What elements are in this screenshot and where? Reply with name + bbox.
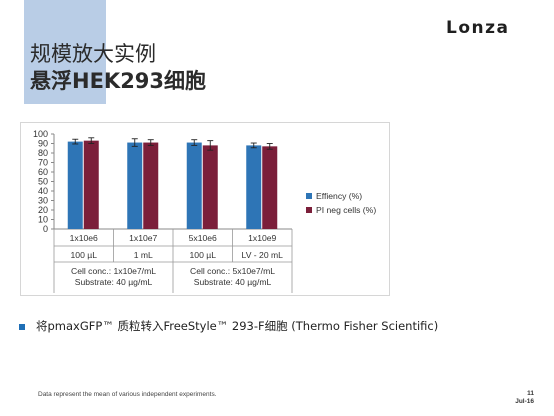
x-volume-label: 1 mL [134, 250, 153, 260]
x-category-label: 1x10e7 [129, 233, 157, 243]
x-category-label: 5x10e6 [189, 233, 217, 243]
slide-date: Jul-16 [515, 398, 534, 405]
x-volume-label: LV - 20 mL [242, 250, 284, 260]
y-tick-label: 100 [33, 129, 48, 139]
bar-effiency-3 [246, 145, 262, 229]
lonza-logo: Lonza [446, 18, 510, 38]
bar-pi-neg-2 [202, 145, 218, 229]
bullet-square-icon [19, 324, 25, 330]
legend-label-1: PI neg cells (%) [316, 205, 376, 215]
y-tick-label: 90 [38, 139, 48, 149]
x-category-label: 1x10e6 [70, 233, 98, 243]
page-number: 11 [527, 390, 534, 397]
bar-effiency-0 [67, 141, 83, 229]
bar-effiency-1 [127, 142, 143, 229]
footnote: Data represent the mean of various indep… [38, 391, 217, 398]
slide-title-line1: 规模放大实例 [30, 42, 156, 66]
x-volume-label: 100 µL [190, 250, 217, 260]
bar-pi-neg-3 [262, 146, 278, 229]
y-tick-label: 60 [38, 167, 48, 177]
x-substrate-label-0: Substrate: 40 µg/mL [75, 277, 153, 287]
y-tick-label: 40 [38, 186, 48, 196]
y-tick-label: 70 [38, 158, 48, 168]
bullet-text: 将pmaxGFP™ 质粒转入FreeStyle™ 293-F细胞 (Thermo… [36, 319, 439, 333]
x-substrate-label-1: Substrate: 40 µg/mL [194, 277, 272, 287]
y-tick-label: 80 [38, 148, 48, 158]
y-tick-label: 30 [38, 196, 48, 206]
legend-label-0: Effiency (%) [316, 191, 362, 201]
y-tick-label: 20 [38, 205, 48, 215]
x-volume-label: 100 µL [71, 250, 98, 260]
y-tick-label: 50 [38, 177, 48, 187]
x-condition-label-0: Cell conc.: 1x10e7/mL [71, 266, 156, 276]
bar-pi-neg-1 [143, 142, 159, 229]
y-tick-label: 0 [43, 224, 48, 234]
bar-effiency-2 [186, 142, 202, 229]
slide-title-line2: 悬浮HEK293细胞 [30, 69, 207, 93]
legend-swatch-1 [306, 207, 312, 213]
x-condition-label-1: Cell conc.: 5x10e7/mL [190, 266, 275, 276]
title-accent-block [24, 0, 106, 104]
bar-pi-neg-0 [83, 140, 99, 229]
x-category-label: 1x10e9 [248, 233, 276, 243]
legend-swatch-0 [306, 193, 312, 199]
page-info: 11 Jul-16 [515, 390, 534, 406]
y-tick-label: 10 [38, 215, 48, 225]
